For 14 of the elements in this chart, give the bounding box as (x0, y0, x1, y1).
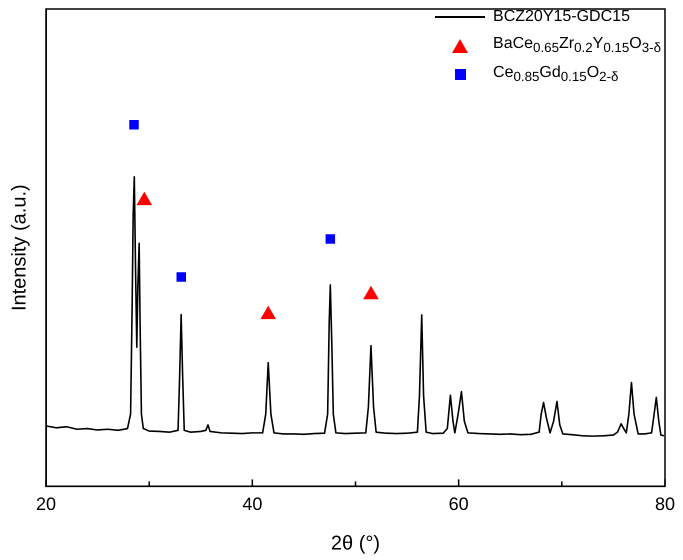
x-tick-label: 40 (242, 494, 262, 514)
x-tick-label: 80 (654, 494, 676, 514)
point (364, 286, 378, 300)
x-tick-label: 20 (36, 494, 56, 514)
x-axis-title: 2θ (°) (330, 532, 380, 555)
legend-label: BaCe$_{0.65}$Zr$_{0.2}$Y$_{0.15}$O$_{3-δ}$ (493, 35, 661, 56)
x-tick-label: 60 (448, 494, 469, 514)
legend-label: BCZ20Y15-GDC15 (493, 8, 630, 26)
point (260, 306, 276, 320)
legend-label: Ce$_{0.85}$Gd$_{0.15}$O$_{2-δ}$ (493, 64, 618, 85)
y-axis-title: Intensity (a.u.) (8, 184, 31, 312)
point (136, 192, 152, 206)
point (326, 234, 336, 244)
point (129, 120, 139, 130)
